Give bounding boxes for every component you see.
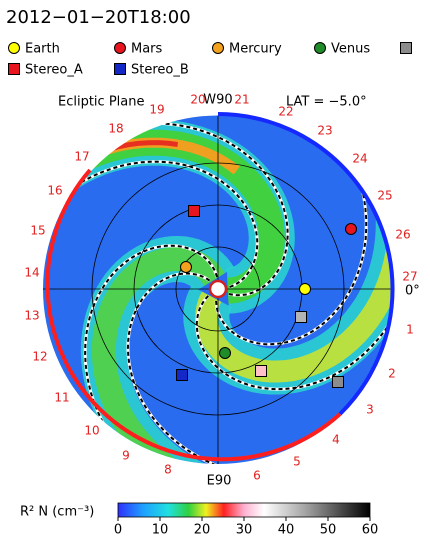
plane-label: Ecliptic Plane bbox=[58, 95, 144, 110]
legend-marker bbox=[314, 42, 326, 54]
plot: Ecliptic Plane W90 LAT = −5.0° E90 0° 12… bbox=[24, 93, 420, 489]
carrington-label: 8 bbox=[164, 463, 172, 477]
carrington-label: 27 bbox=[402, 270, 417, 284]
bottom-label: E90 bbox=[207, 474, 232, 489]
colorbar-tick-label: 30 bbox=[236, 523, 253, 538]
carrington-label: 12 bbox=[32, 350, 47, 364]
colorbar bbox=[117, 502, 371, 518]
arm bbox=[91, 246, 393, 464]
colorbar-tick-label: 60 bbox=[362, 523, 379, 538]
field-line bbox=[43, 121, 290, 297]
field-line bbox=[126, 271, 393, 464]
carrington-label: 10 bbox=[84, 424, 99, 438]
body bbox=[188, 205, 200, 217]
sun bbox=[208, 279, 228, 299]
body bbox=[332, 376, 344, 388]
colorbar-tick-label: 20 bbox=[194, 523, 211, 538]
carrington-label: 4 bbox=[332, 433, 340, 447]
carrington-label: 14 bbox=[24, 266, 39, 280]
field-line bbox=[195, 114, 393, 391]
legend-marker bbox=[400, 42, 412, 54]
carrington-label: 20 bbox=[190, 93, 205, 107]
legend-marker bbox=[212, 42, 224, 54]
carrington-label: 22 bbox=[278, 105, 293, 119]
legend-label: Stereo_B bbox=[131, 63, 189, 78]
carrington-label: 11 bbox=[54, 391, 69, 405]
lat-label: LAT = −5.0° bbox=[286, 95, 367, 110]
carrington-label: 23 bbox=[317, 124, 332, 138]
legend-marker bbox=[8, 63, 20, 75]
colorbar-tick-label: 0 bbox=[114, 523, 122, 538]
legend-marker bbox=[114, 63, 126, 75]
carrington-label: 24 bbox=[352, 152, 367, 166]
carrington-label: 9 bbox=[122, 449, 130, 463]
carrington-label: 19 bbox=[149, 103, 164, 117]
border-arc bbox=[88, 112, 219, 172]
carrington-label: 13 bbox=[24, 309, 39, 323]
carrington-label: 3 bbox=[366, 403, 374, 417]
body bbox=[180, 261, 192, 273]
colorbar-tick-label: 10 bbox=[152, 523, 169, 538]
body bbox=[219, 347, 231, 359]
colorbar-label: R² N (cm⁻³) bbox=[20, 505, 94, 520]
carrington-label: 5 bbox=[293, 455, 301, 469]
carrington-label: 25 bbox=[377, 189, 392, 203]
carrington-label: 1 bbox=[406, 323, 414, 337]
body bbox=[345, 223, 357, 235]
arm bbox=[43, 140, 179, 352]
legend-label: Venus bbox=[331, 42, 370, 57]
body bbox=[255, 365, 267, 377]
colorbar-tick-label: 40 bbox=[278, 523, 295, 538]
body bbox=[295, 311, 307, 323]
field-line bbox=[155, 114, 368, 346]
legend-marker bbox=[8, 42, 20, 54]
legend-label: Earth bbox=[25, 42, 60, 57]
body bbox=[176, 369, 188, 381]
carrington-label: 15 bbox=[30, 224, 45, 238]
legend-label: Mars bbox=[131, 42, 163, 57]
colorbar-tick-label: 50 bbox=[320, 523, 337, 538]
legend-marker bbox=[114, 42, 126, 54]
carrington-label: 21 bbox=[234, 93, 249, 107]
legend-label: Stereo_A bbox=[25, 63, 83, 78]
field-line bbox=[43, 160, 259, 431]
right-label: 0° bbox=[405, 284, 420, 299]
carrington-label: 6 bbox=[253, 469, 261, 483]
carrington-label: 16 bbox=[47, 184, 62, 198]
border-arc bbox=[217, 112, 395, 416]
top-label: W90 bbox=[203, 93, 232, 108]
border-arc bbox=[45, 168, 342, 462]
body bbox=[299, 283, 311, 295]
carrington-label: 17 bbox=[74, 150, 89, 164]
field-line bbox=[83, 244, 340, 464]
legend: Earth Mars Mercury Venus Stereo_A Stereo_B bbox=[8, 42, 412, 78]
carrington-label: 18 bbox=[108, 122, 123, 136]
legend-label: Mercury bbox=[229, 42, 282, 57]
carrington-label: 26 bbox=[395, 228, 410, 242]
timestamp: 2012−01−20T18:00 bbox=[6, 7, 191, 28]
carrington-label: 2 bbox=[388, 367, 396, 381]
